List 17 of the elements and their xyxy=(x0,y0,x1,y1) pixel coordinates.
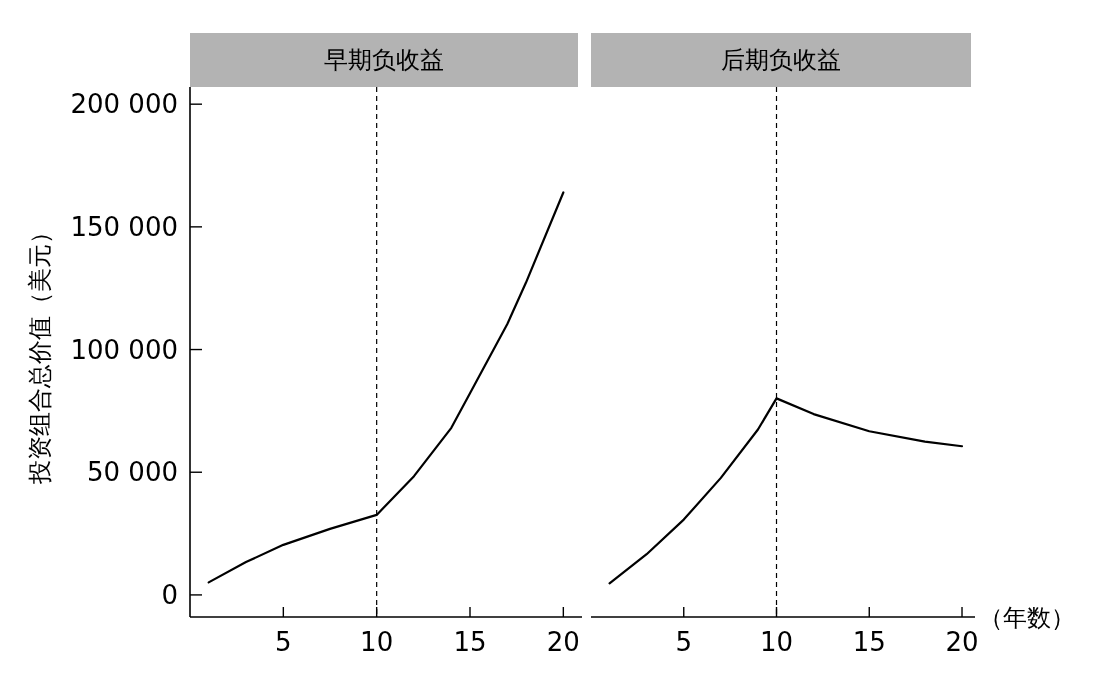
x-tick-label: 20 xyxy=(546,627,580,657)
x-tick-label: 20 xyxy=(945,627,979,657)
y-tick-label: 150 000 xyxy=(70,211,178,242)
x-tick-label: 10 xyxy=(759,627,794,657)
y-tick-label: 100 000 xyxy=(70,334,178,365)
y-axis-title: 投资组合总价值（美元） xyxy=(26,220,54,485)
x-tick-label: 5 xyxy=(675,627,693,657)
x-tick-label: 10 xyxy=(360,627,394,657)
y-tick-label: 0 xyxy=(161,579,178,610)
y-tick-label: 50 000 xyxy=(87,457,178,488)
y-tick-label: 200 000 xyxy=(70,89,178,120)
x-tick-label: 15 xyxy=(453,627,487,657)
x-axis-title: （年数） xyxy=(979,604,1075,632)
x-tick-label: 5 xyxy=(275,627,292,657)
chart-title: 早期负收益 xyxy=(324,46,444,74)
x-tick-label: 15 xyxy=(852,627,886,657)
chart-title: 后期负收益 xyxy=(721,46,841,74)
